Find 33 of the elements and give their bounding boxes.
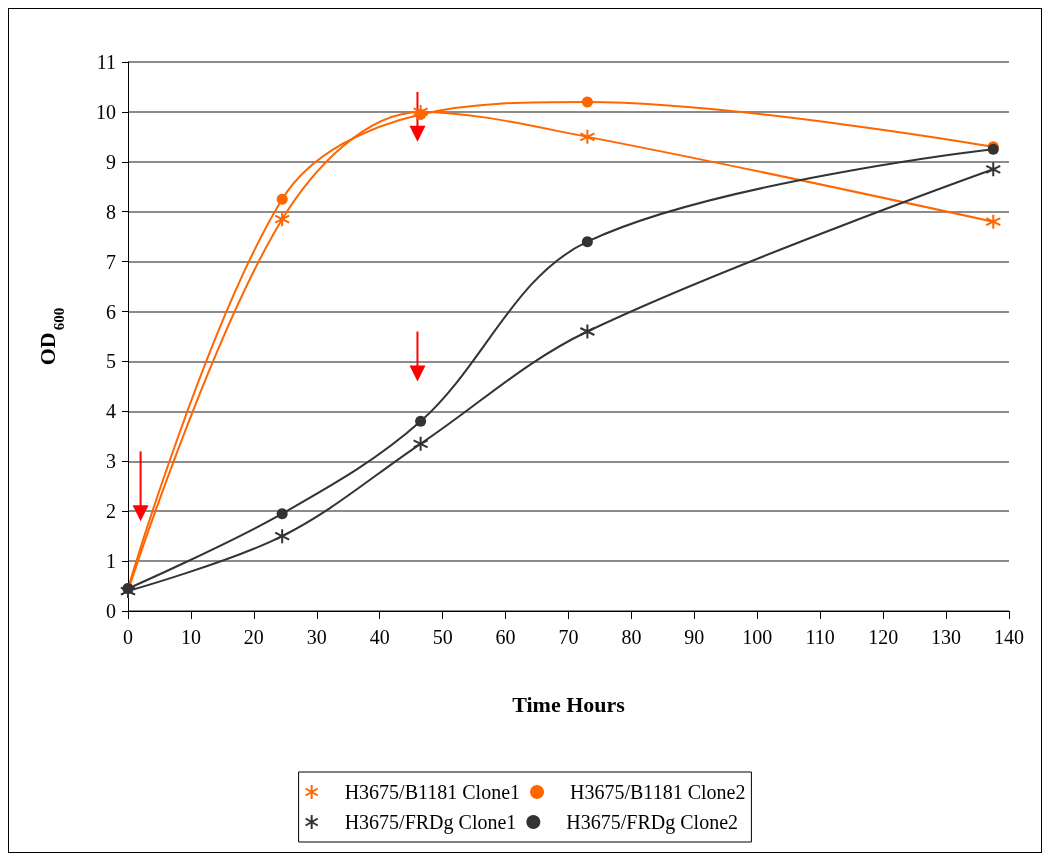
x-tick-label: 0 (123, 626, 133, 648)
legend-label: H3675/B1181 Clone2 (570, 781, 746, 803)
x-tick-label: 100 (742, 626, 773, 648)
x-axis-title: Time Hours (512, 691, 626, 717)
x-tick-label: 10 (180, 626, 201, 648)
y-tick-label: 4 (106, 400, 116, 423)
y-axis-title: OD600 (34, 307, 67, 366)
y-tick-label: 11 (96, 51, 116, 73)
y-tick-label: 2 (106, 500, 116, 523)
x-tick-label: 140 (994, 626, 1024, 648)
y-tick-label: 1 (106, 550, 116, 573)
legend-label: H3675/FRDg Clone1 (344, 811, 517, 834)
y-tick-label: 7 (106, 250, 116, 273)
y-tick-label: 10 (96, 100, 116, 123)
y-tick-label: 9 (106, 150, 116, 173)
x-tick-label: 90 (684, 626, 705, 648)
x-tick-label: 80 (621, 626, 642, 648)
y-tick-label: 6 (106, 300, 116, 323)
x-tick-label: 120 (868, 626, 899, 648)
y-tick-label: 0 (106, 600, 116, 622)
x-tick-label: 20 (243, 626, 264, 648)
y-tick-label: 3 (106, 450, 116, 473)
x-tick-label: 130 (931, 626, 962, 648)
legend-label: H3675/B1181 Clone1 (344, 781, 521, 803)
y-tick-label: 8 (106, 200, 116, 223)
x-tick-label: 110 (805, 626, 835, 648)
x-tick-label: 60 (495, 626, 516, 648)
x-tick-label: 30 (306, 626, 327, 648)
x-tick-label: 70 (558, 626, 579, 648)
x-tick-label: 40 (369, 626, 390, 648)
y-tick-label: 5 (106, 350, 116, 373)
legend-label: H3675/FRDg Clone2 (566, 811, 739, 834)
x-tick-label: 50 (432, 626, 453, 648)
